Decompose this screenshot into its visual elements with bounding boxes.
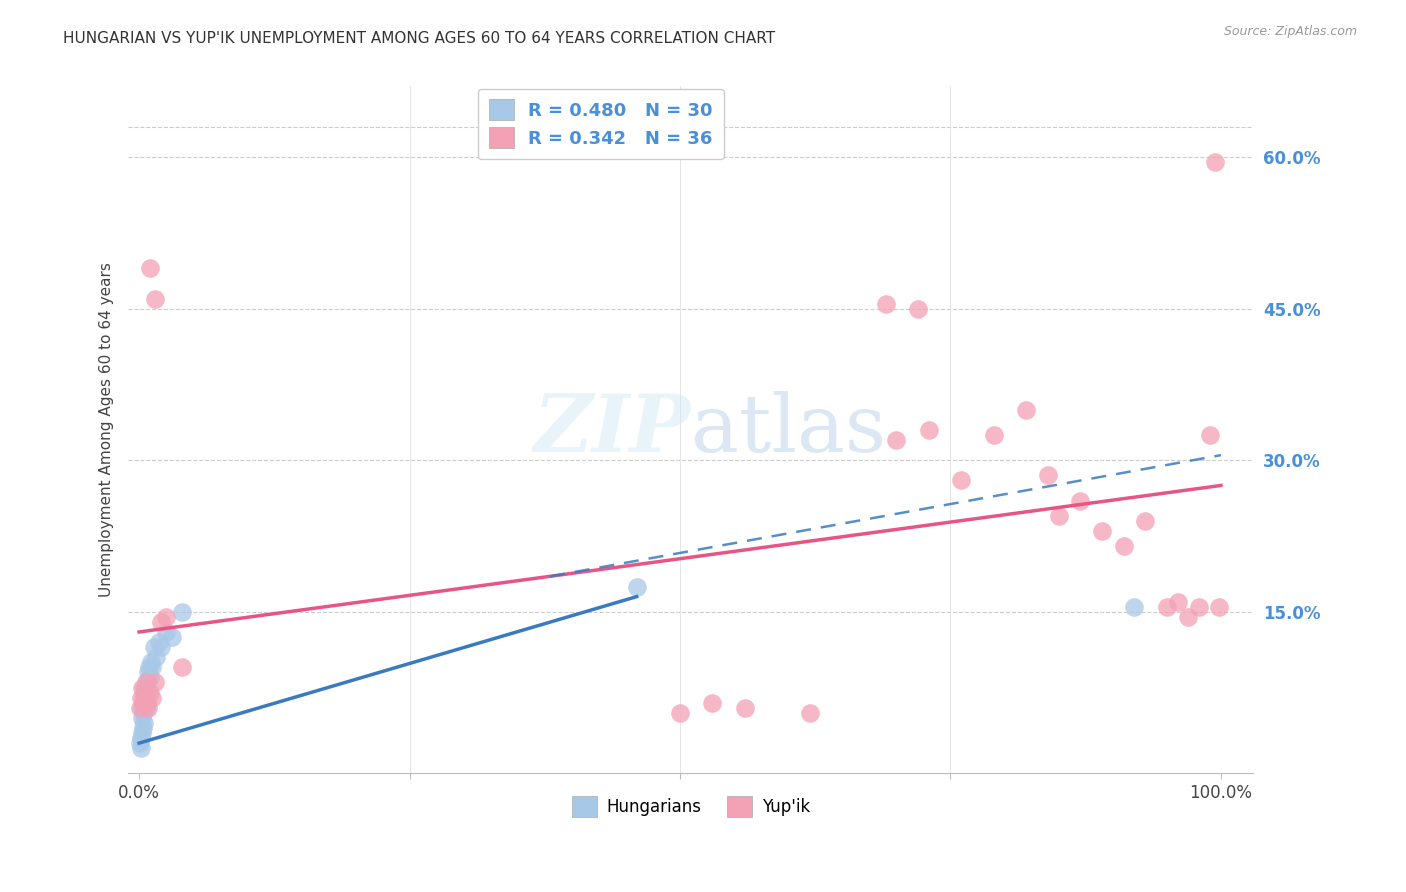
Point [135,696,157,710]
Point [139,670,162,684]
Point [1123,599,1146,614]
Point [131,726,153,740]
Point [139,685,162,699]
Point [1177,610,1199,624]
Text: atlas: atlas [690,391,886,469]
Point [143,675,166,690]
Point [143,292,166,306]
Text: HUNGARIAN VS YUP'IK UNEMPLOYMENT AMONG AGES 60 TO 64 YEARS CORRELATION CHART: HUNGARIAN VS YUP'IK UNEMPLOYMENT AMONG A… [63,31,775,46]
Point [132,690,155,705]
Point [135,675,157,690]
Y-axis label: Unemployment Among Ages 60 to 64 years: Unemployment Among Ages 60 to 64 years [100,262,114,598]
Point [918,423,941,437]
Point [1167,595,1189,609]
Point [136,665,159,680]
Point [1208,599,1230,614]
Point [131,711,153,725]
Legend: Hungarians, Yup'ik: Hungarians, Yup'ik [565,789,817,823]
Text: Source: ZipAtlas.com: Source: ZipAtlas.com [1223,25,1357,38]
Point [875,296,897,310]
Point [172,660,194,674]
Point [129,700,152,714]
Point [136,700,159,714]
Point [135,700,157,714]
Point [129,690,152,705]
Point [135,685,157,699]
Point [1069,493,1091,508]
Point [886,433,908,447]
Point [129,731,152,745]
Point [734,700,756,714]
Point [143,640,166,654]
Point [155,624,177,639]
Point [1133,514,1156,528]
Point [134,715,156,730]
Point [1199,428,1222,442]
Point [950,474,973,488]
Point [160,630,183,644]
Point [129,741,152,756]
Point [135,675,157,690]
Point [132,706,155,720]
Point [626,580,648,594]
Point [132,721,155,735]
Point [1156,599,1178,614]
Point [129,736,152,750]
Point [138,660,160,674]
Point [149,640,172,654]
Point [702,696,724,710]
Point [1091,524,1114,538]
Point [1015,402,1038,417]
Point [135,696,157,710]
Point [907,301,929,316]
Point [1047,508,1070,523]
Point [139,655,162,669]
Point [1205,155,1227,169]
Text: ZIP: ZIP [534,392,690,468]
Point [172,605,194,619]
Point [134,696,156,710]
Point [131,700,153,714]
Point [141,690,163,705]
Point [132,696,155,710]
Point [134,685,156,699]
Point [131,681,153,695]
Point [134,681,156,695]
Point [139,261,162,276]
Point [1112,539,1135,553]
Point [145,650,167,665]
Point [155,610,177,624]
Point [983,428,1005,442]
Point [149,615,172,629]
Point [1188,599,1211,614]
Point [669,706,692,720]
Point [148,635,170,649]
Point [1036,468,1059,483]
Point [141,660,163,674]
Point [799,706,821,720]
